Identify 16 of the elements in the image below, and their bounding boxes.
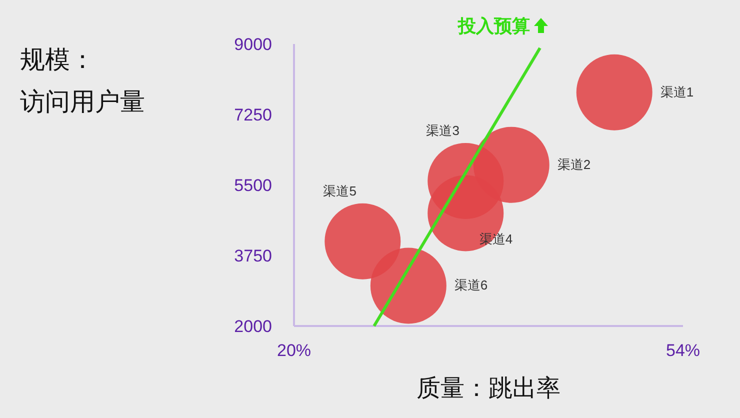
series-label: 渠道1 bbox=[660, 84, 694, 100]
x-axis-title: 质量：跳出率 bbox=[416, 375, 560, 402]
series-label: 渠道6 bbox=[454, 278, 488, 293]
y-tick-label: 9000 bbox=[234, 34, 272, 54]
series-label: 渠道3 bbox=[426, 122, 460, 138]
y-tick-label: 7250 bbox=[234, 105, 272, 124]
y-tick-label: 5500 bbox=[234, 176, 272, 195]
text: 投入预算 bbox=[456, 16, 530, 36]
series-label: 渠道5 bbox=[323, 183, 356, 198]
series-label: 渠道4 bbox=[479, 232, 513, 247]
series-label: 渠道2 bbox=[557, 156, 591, 172]
x-tick-label: 20% bbox=[276, 341, 312, 360]
y-tick-label: 2000 bbox=[234, 316, 272, 336]
x-tick-label: 54% bbox=[666, 341, 700, 360]
y-axis-title: 规模：访问用户量 bbox=[20, 46, 145, 116]
y-tick-label: 3750 bbox=[234, 246, 272, 266]
